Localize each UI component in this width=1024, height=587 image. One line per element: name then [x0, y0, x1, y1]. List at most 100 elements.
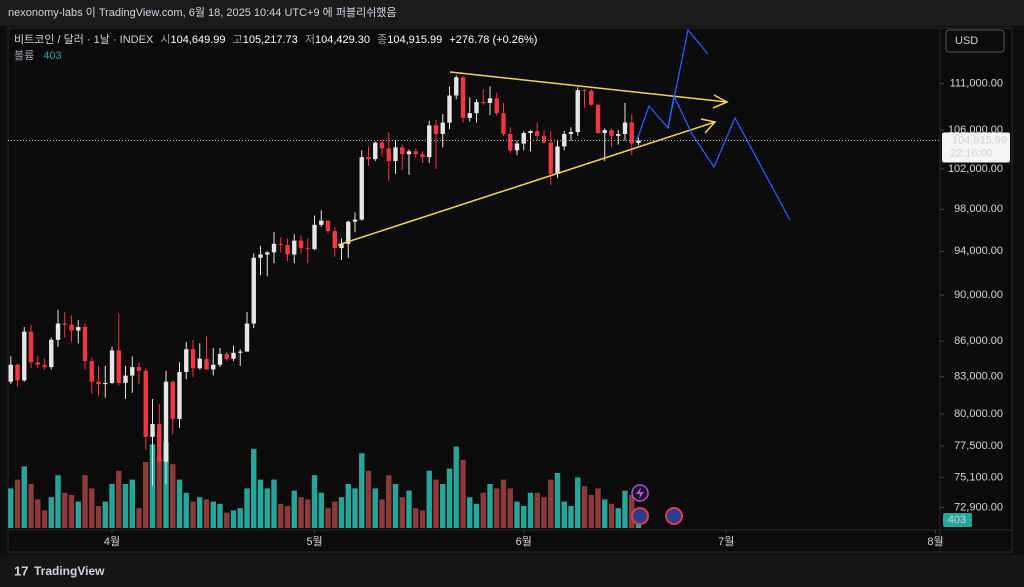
- candle-body: [312, 224, 317, 250]
- volume-bar: [460, 459, 466, 528]
- candle-body: [508, 133, 513, 151]
- candle-body: [15, 364, 20, 381]
- volume-bar: [379, 499, 385, 528]
- volume-bar: [176, 479, 183, 528]
- candle-body: [217, 353, 223, 365]
- volume-bar: [453, 446, 459, 528]
- volume-bar: [48, 497, 54, 528]
- y-tick-label: 77,500.00: [954, 440, 1003, 452]
- candle-body: [352, 219, 358, 222]
- x-tick-label: 6월: [516, 535, 532, 548]
- volume-bar: [224, 512, 230, 528]
- volume-bar: [365, 470, 372, 528]
- candle-body: [406, 151, 412, 155]
- y-tick-label: 80,000.00: [954, 408, 1003, 420]
- volume-last-label: 403: [948, 514, 966, 526]
- candle-body: [244, 323, 250, 352]
- candle-body: [130, 367, 135, 376]
- volume-bar: [230, 510, 237, 528]
- candle-body: [541, 135, 547, 143]
- event-icon[interactable]: [665, 507, 683, 525]
- candle-body: [76, 327, 81, 331]
- volume-legend: 볼륨 403: [14, 49, 62, 62]
- volume-bar: [143, 462, 149, 528]
- volume-bar: [615, 508, 621, 528]
- candle-body: [582, 90, 587, 92]
- ohlc-value: 104,915.99: [387, 34, 442, 46]
- candle-body: [28, 331, 34, 363]
- ohlc-name: 고: [233, 34, 243, 46]
- currency-button[interactable]: [945, 29, 1005, 53]
- volume-bar: [197, 497, 203, 528]
- volume-bar: [149, 444, 156, 528]
- trend-line: [449, 71, 728, 103]
- x-tick-label: 5월: [306, 535, 322, 548]
- candle-body: [575, 90, 580, 133]
- volume-bar: [264, 488, 270, 528]
- candle-body: [109, 350, 115, 383]
- last-price-label: 104,915.99: [952, 134, 1007, 146]
- volume-bar: [514, 501, 520, 528]
- volume-bar: [170, 464, 176, 528]
- volume-bar: [527, 492, 534, 528]
- x-tick-label: 4월: [104, 535, 120, 548]
- candle-body: [521, 133, 526, 144]
- volume-bar: [217, 503, 223, 528]
- volume-bar: [494, 488, 500, 528]
- volume-bar: [156, 457, 162, 528]
- ohlc-name: 시: [160, 34, 170, 46]
- candle-body: [123, 375, 128, 383]
- ohlc-legend: 비트코인 / 달러 · 1날 · INDEX 시104,649.99 고105,…: [14, 33, 537, 46]
- last-price-box: [942, 132, 1010, 163]
- footer-bar: [0, 555, 1024, 587]
- volume-bar: [21, 466, 27, 528]
- volume-bar: [82, 475, 88, 528]
- volume-bar: [8, 488, 14, 528]
- volume-bar: [433, 479, 439, 528]
- candle-body: [589, 90, 594, 105]
- volume-bar: [588, 495, 594, 528]
- candle-body: [467, 113, 472, 118]
- currency[interactable]: USD: [955, 35, 978, 47]
- volume-bar: [244, 488, 250, 528]
- volume-bar: [284, 506, 291, 528]
- candle-body: [460, 77, 466, 118]
- volume-bar: [426, 470, 432, 528]
- candle-body: [258, 254, 263, 258]
- volume-bar: [251, 448, 257, 528]
- volume-bar: [399, 497, 405, 528]
- y-tick-label: 90,000.00: [954, 289, 1003, 301]
- candle-body: [8, 364, 13, 382]
- candle-body: [616, 133, 621, 136]
- volume-bar: [325, 508, 331, 528]
- volume-bar: [352, 488, 358, 528]
- candle-body: [35, 362, 40, 365]
- candle-body: [400, 147, 405, 155]
- y-tick-label: 111,000.00: [950, 78, 1003, 90]
- volume-bar: [629, 495, 635, 528]
- candle-body: [298, 240, 304, 249]
- candle-body: [143, 370, 148, 437]
- candle-body: [69, 324, 74, 331]
- candle-body: [204, 358, 209, 370]
- candle-body: [190, 349, 196, 369]
- y-tick-label: 102,000.00: [948, 163, 1003, 175]
- volume-bar: [163, 442, 169, 528]
- volume-bar: [345, 484, 351, 528]
- volume-bar: [507, 488, 513, 528]
- candle-body: [22, 331, 27, 381]
- candle-body: [103, 382, 108, 385]
- candle-body: [386, 148, 391, 162]
- volume-bar: [257, 479, 264, 528]
- candle-body: [325, 220, 331, 232]
- candle-body: [548, 142, 553, 174]
- event-icon[interactable]: [631, 507, 649, 525]
- volume-bar: [35, 499, 41, 528]
- candle-body: [292, 240, 297, 255]
- candle-body: [440, 122, 445, 134]
- candle-body: [555, 146, 560, 174]
- x-tick-label: 7월: [718, 535, 734, 548]
- y-tick-label: 86,000.00: [954, 335, 1003, 347]
- candle-body: [622, 122, 628, 134]
